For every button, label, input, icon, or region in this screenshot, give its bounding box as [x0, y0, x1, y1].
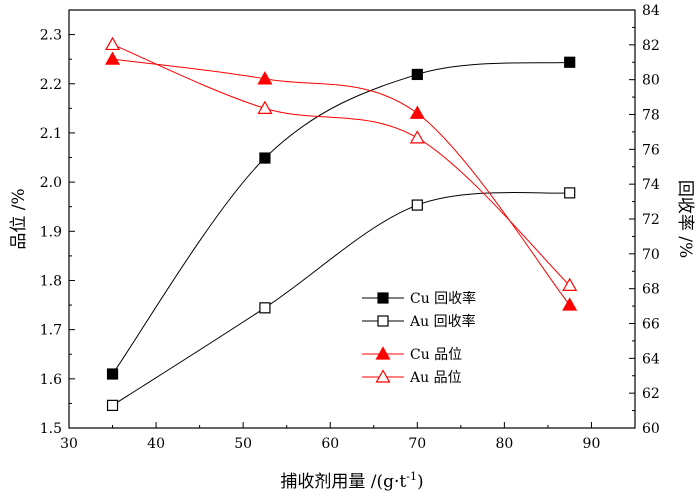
- data-point: [259, 152, 271, 164]
- data-point: [411, 68, 423, 81]
- right-y-tick-label: 66: [642, 317, 660, 333]
- series-line: [112, 43, 571, 286]
- x-tick-label: 70: [408, 436, 426, 452]
- series-2: [106, 187, 576, 411]
- series-layer: [105, 36, 578, 411]
- legend-marker: [377, 315, 389, 327]
- right-y-tick-label: 60: [642, 421, 660, 437]
- x-tick-label: 50: [234, 436, 252, 452]
- legend-item: Cu 回收率: [362, 290, 476, 307]
- data-point: [106, 368, 119, 380]
- x-axis-title: 捕收剂用量 /(g·t-1): [280, 470, 423, 492]
- left-y-tick-label: 2.0: [40, 175, 62, 191]
- x-tick-label: 30: [60, 436, 78, 452]
- data-point: [562, 277, 578, 291]
- right-y-tick-label: 80: [642, 73, 660, 89]
- series-line: [112, 61, 570, 375]
- legend: Cu 回收率 Au 回收率 Cu 品位 Au 品位: [362, 290, 476, 386]
- left-y-tick-label: 2.2: [40, 77, 62, 93]
- right-y-ticks: 60 62 64 66 68 70 72 74 76 78 80 82 84: [629, 3, 660, 437]
- left-y-tick-label: 2.3: [40, 28, 62, 44]
- x-tick-label: 40: [147, 436, 165, 452]
- left-y-axis-title: 品位 /%: [9, 188, 29, 249]
- right-y-tick-label: 72: [642, 212, 660, 228]
- right-y-tick-label: 78: [642, 108, 660, 124]
- legend-label: Au 回收率: [409, 313, 476, 330]
- data-point: [105, 36, 121, 51]
- data-point: [259, 302, 271, 314]
- left-y-tick-label: 1.7: [40, 323, 62, 339]
- legend-label: Au 品位: [409, 370, 462, 386]
- left-y-ticks: 1.5 1.6 1.7 1.8 1.9 2.0 2.1 2.2 2.3: [40, 9, 75, 437]
- data-point: [562, 297, 578, 311]
- data-point: [409, 130, 425, 144]
- left-y-tick-label: 1.8: [40, 273, 62, 289]
- data-point: [105, 51, 121, 65]
- data-point: [257, 71, 273, 85]
- series-line: [112, 58, 571, 306]
- legend-marker: [375, 346, 391, 360]
- data-point: [409, 105, 425, 119]
- right-y-tick-label: 64: [642, 351, 660, 367]
- series-3: [105, 51, 578, 311]
- x-tick-label: 90: [583, 436, 601, 452]
- left-y-tick-label: 2.1: [40, 126, 62, 142]
- x-ticks: 30 40 50 60 70 80 90: [60, 422, 600, 452]
- right-y-tick-label: 62: [642, 386, 660, 402]
- legend-label: Cu 品位: [410, 347, 462, 363]
- data-point: [564, 187, 576, 199]
- series-4: [105, 36, 578, 291]
- right-y-tick-label: 70: [642, 247, 660, 263]
- right-y-tick-label: 76: [642, 142, 660, 158]
- legend-item: Au 品位: [362, 369, 462, 386]
- series-1: [106, 56, 576, 380]
- legend-item: Cu 品位: [362, 346, 462, 363]
- right-y-tick-label: 82: [642, 38, 660, 54]
- data-point: [106, 399, 119, 411]
- x-tick-label: 60: [321, 436, 339, 452]
- x-tick-label: 80: [495, 436, 513, 452]
- legend-label: Cu 回收率: [410, 290, 476, 307]
- right-y-tick-label: 84: [642, 3, 660, 19]
- legend-marker: [377, 292, 389, 304]
- series-line: [112, 191, 570, 406]
- plot-frame: [68, 9, 636, 429]
- right-y-tick-label: 74: [642, 177, 660, 193]
- right-y-tick-label: 68: [642, 282, 660, 298]
- right-y-axis-title: 回收率 /%: [675, 180, 695, 258]
- legend-item: Au 回收率: [362, 313, 476, 330]
- data-point: [411, 199, 423, 211]
- left-y-tick-label: 1.5: [40, 421, 62, 437]
- left-y-tick-label: 1.6: [40, 372, 62, 388]
- legend-marker: [375, 369, 391, 383]
- data-point: [257, 100, 273, 114]
- left-y-tick-label: 1.9: [40, 224, 62, 240]
- data-point: [564, 56, 576, 68]
